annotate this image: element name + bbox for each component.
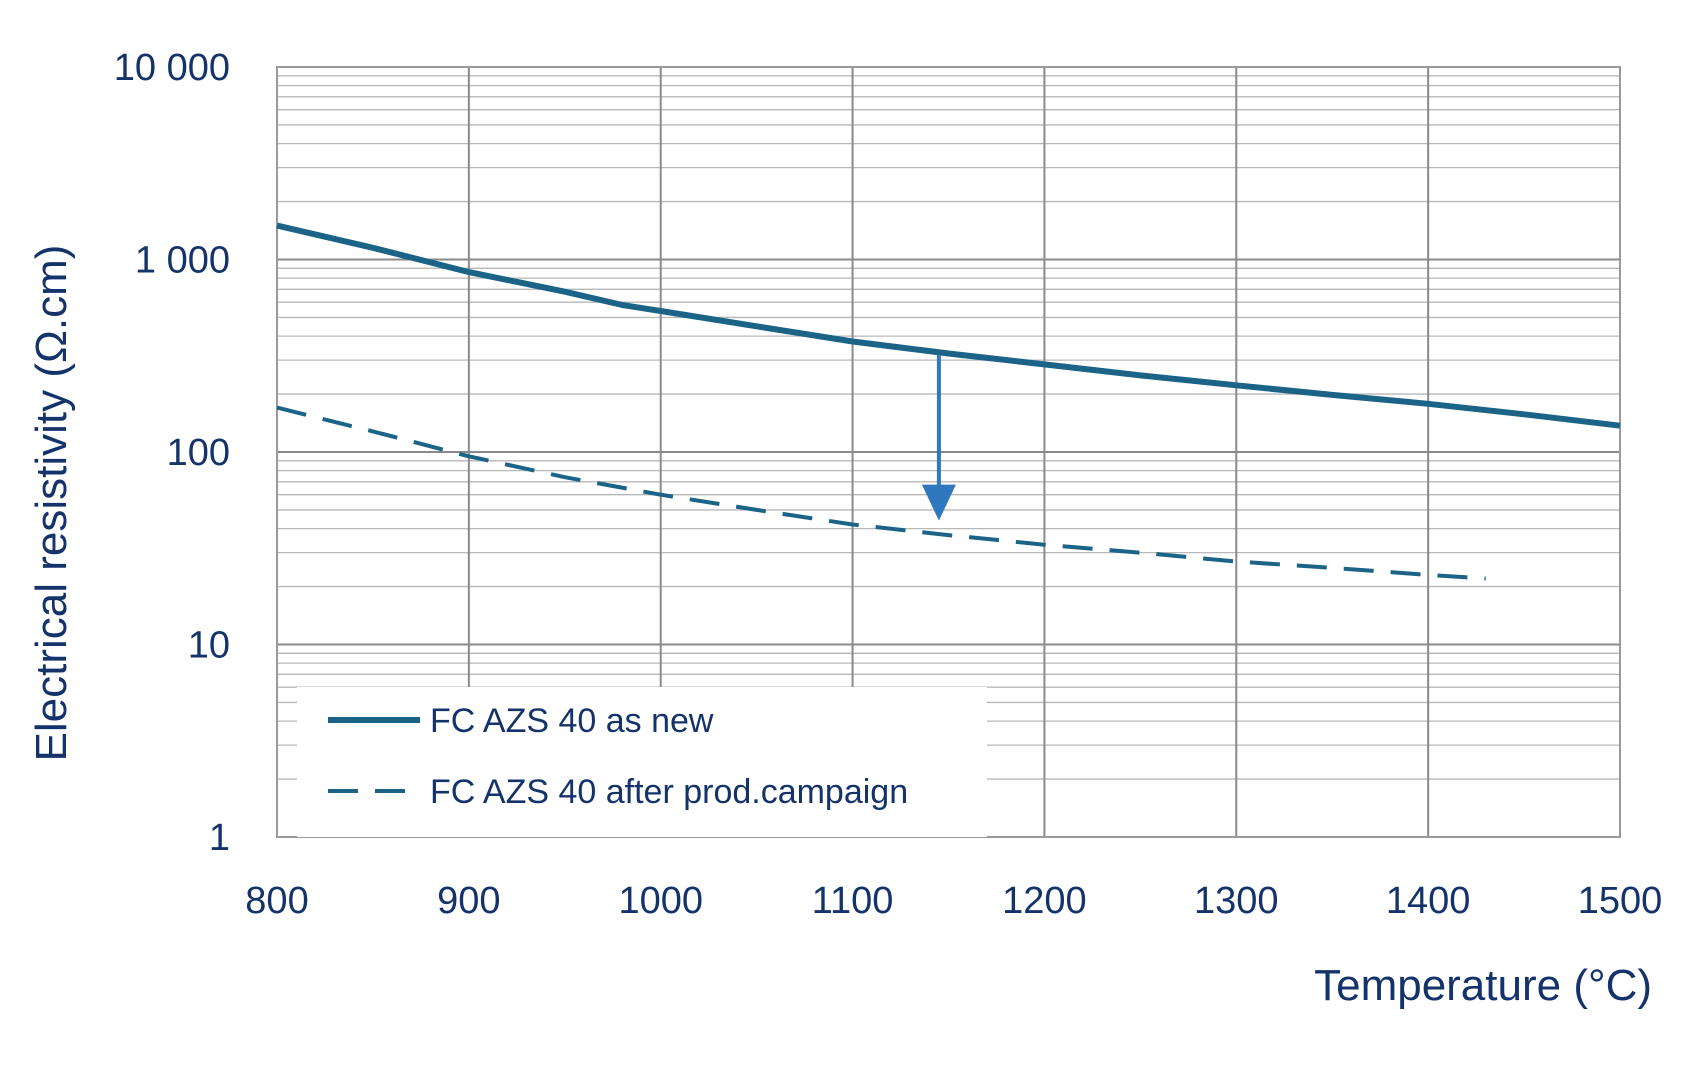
x-tick-label: 1400	[1386, 880, 1471, 922]
y-tick-label: 1	[209, 817, 230, 859]
legend-box	[297, 687, 987, 837]
x-tick-label: 1500	[1578, 880, 1663, 922]
arrow-head	[921, 484, 956, 521]
x-tick-label: 1200	[1002, 880, 1087, 922]
y-axis: 1 10 100 1 000 10 000	[114, 47, 230, 859]
x-axis: 800 900 1000 1100 1200 1300 1400 1500	[245, 880, 1662, 922]
x-tick-label: 800	[245, 880, 308, 922]
series-line-2	[276, 405, 1486, 581]
data-series	[276, 222, 1621, 581]
y-axis-title: Electrical resistivity (Ω.cm)	[27, 245, 76, 762]
x-tick-label: 1000	[618, 880, 703, 922]
series-line-1	[276, 222, 1621, 429]
x-axis-title: Temperature (°C)	[1314, 961, 1652, 1010]
annotation-layer	[921, 354, 956, 521]
y-tick-label: 1 000	[135, 240, 230, 282]
x-tick-label: 900	[437, 880, 500, 922]
legend: FC AZS 40 as new FC AZS 40 after prod.cam…	[297, 687, 987, 837]
y-tick-label: 10	[188, 625, 230, 667]
x-tick-label: 1300	[1194, 880, 1279, 922]
legend-label-2: FC AZS 40 after prod.campaign	[430, 773, 908, 811]
y-tick-label: 100	[167, 432, 230, 474]
legend-label-1: FC AZS 40 as new	[430, 702, 714, 740]
y-tick-label: 10 000	[114, 47, 230, 89]
x-tick-label: 1100	[812, 880, 894, 922]
